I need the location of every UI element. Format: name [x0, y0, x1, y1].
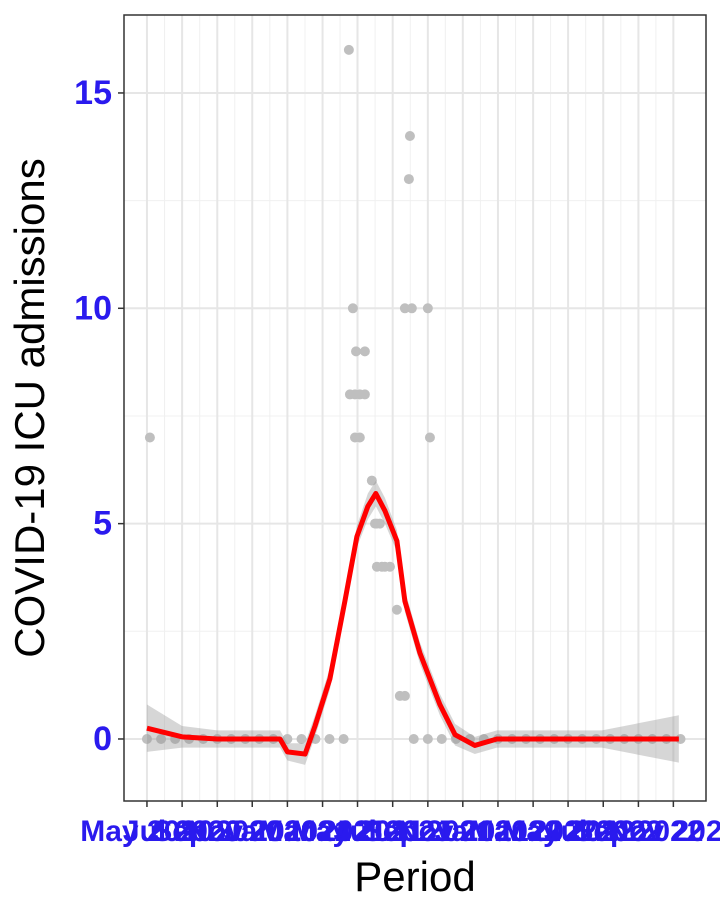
data-point	[384, 561, 395, 572]
data-point	[354, 432, 365, 443]
x-axis-title: Period	[354, 853, 475, 900]
data-point	[282, 733, 293, 744]
x-tick-label: Nov 2021	[397, 815, 529, 848]
data-point	[338, 733, 349, 744]
data-point	[404, 131, 415, 142]
data-point	[403, 174, 414, 185]
y-tick-label: 5	[93, 505, 112, 543]
x-tick-label: Nov 2020	[186, 815, 318, 848]
data-point	[351, 346, 362, 357]
data-point	[296, 733, 307, 744]
x-tick-label: Nov 2022	[607, 815, 720, 848]
data-point	[422, 303, 433, 314]
x-tick-label: Jan 2022	[435, 815, 562, 848]
x-tick-label: Mar 2022	[469, 815, 597, 848]
x-tick-label: Jul 2020	[123, 815, 241, 848]
x-tick-label: Sep 2022	[573, 815, 703, 848]
data-point	[141, 733, 152, 744]
plot-background	[124, 15, 706, 801]
x-tick-label: May 2020	[80, 815, 213, 848]
y-tick-label: 15	[74, 74, 112, 112]
data-point	[343, 44, 354, 55]
data-point	[424, 432, 435, 443]
data-point	[359, 346, 370, 357]
x-tick-label: May 2022	[501, 815, 634, 848]
data-point	[359, 389, 370, 400]
y-tick-label: 10	[74, 289, 112, 327]
plot-border	[123, 14, 707, 802]
x-tick-label: Jan 2021	[224, 815, 351, 848]
data-point	[347, 303, 358, 314]
smooth-line	[146, 490, 679, 757]
data-point	[374, 518, 385, 529]
data-point	[156, 733, 167, 744]
x-tick-label: Mar 2021	[258, 815, 386, 848]
x-tick-label: Jul 2022	[544, 815, 662, 848]
data-point	[436, 733, 447, 744]
data-point	[391, 604, 402, 615]
y-tick-label: 0	[93, 720, 112, 758]
data-point	[399, 303, 410, 314]
data-point	[144, 432, 155, 443]
data-point	[366, 475, 377, 486]
x-tick-label: Sep 2020	[152, 815, 282, 848]
x-tick-label: Jul 2021	[333, 815, 451, 848]
data-point	[408, 733, 419, 744]
data-point	[406, 303, 417, 314]
x-tick-label: May 2021	[291, 815, 424, 848]
y-axis-title: COVID-19 ICU admissions	[6, 158, 53, 657]
data-point	[399, 690, 410, 701]
data-point	[422, 733, 433, 744]
x-tick-label: Sep 2021	[363, 815, 493, 848]
data-point	[324, 733, 335, 744]
